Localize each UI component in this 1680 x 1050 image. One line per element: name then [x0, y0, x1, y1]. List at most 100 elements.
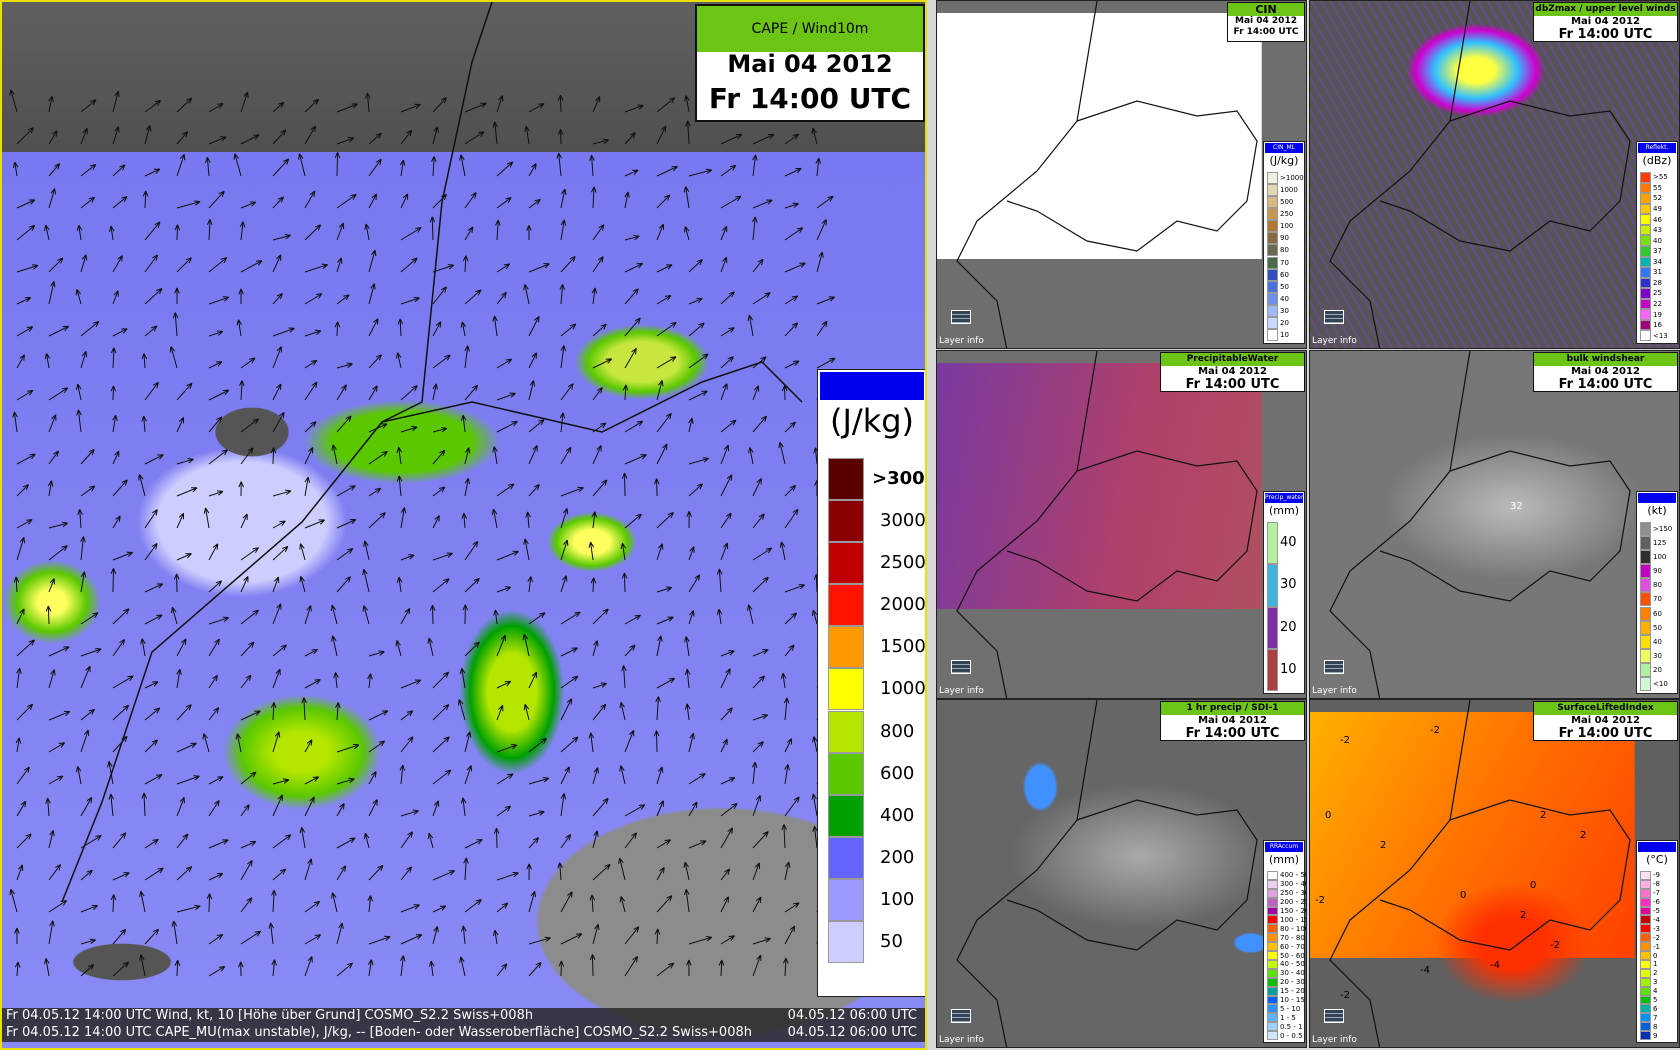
border — [592, 387, 603, 401]
legend-label: 25 — [1653, 289, 1662, 298]
layer-info[interactable]: Layer info — [1312, 336, 1357, 346]
border — [80, 254, 88, 273]
border — [16, 519, 33, 529]
border — [752, 292, 771, 305]
border — [656, 962, 675, 977]
border — [112, 872, 130, 881]
map-overlay — [956, 1, 1258, 348]
legend-swatch — [1640, 522, 1651, 537]
border — [368, 935, 391, 945]
border — [363, 832, 370, 849]
border — [208, 330, 224, 337]
legend-label: 15 - 20 — [1280, 987, 1305, 996]
map-label: 2 — [1520, 910, 1527, 921]
legend-swatch — [1267, 172, 1278, 185]
legend-swatch — [828, 542, 864, 585]
map-label: -2 — [1315, 895, 1325, 906]
border — [9, 888, 18, 913]
layer-info[interactable]: Layer info — [1312, 1035, 1357, 1045]
legend-label: 600 — [880, 762, 915, 784]
border — [716, 568, 723, 593]
border — [176, 153, 186, 177]
border — [45, 605, 52, 625]
border — [656, 380, 664, 401]
border — [239, 221, 246, 241]
border — [522, 633, 530, 657]
border — [400, 385, 418, 401]
legend-label: 50 — [880, 930, 903, 952]
layer-info[interactable]: Layer info — [1312, 686, 1357, 696]
legend-swatch — [1640, 871, 1651, 880]
border — [48, 163, 61, 177]
border — [336, 415, 352, 433]
border — [496, 263, 511, 273]
legend-label: 55 — [1653, 183, 1662, 192]
border — [432, 905, 447, 913]
legend-swatch — [828, 584, 864, 627]
border — [112, 255, 123, 273]
border — [144, 454, 164, 465]
border — [492, 121, 499, 145]
border — [48, 414, 57, 433]
border — [112, 704, 130, 721]
layer-info[interactable]: Layer info — [939, 336, 984, 346]
border — [431, 156, 437, 177]
border — [493, 609, 499, 625]
legend-label: 34 — [1653, 257, 1662, 266]
border — [272, 834, 292, 849]
side-map: CIN Mai 04 2012 Fr 14:00 UTC CIN_ML (J/kg) >1… — [936, 0, 1307, 349]
border — [656, 264, 673, 273]
border — [400, 934, 423, 945]
border — [48, 920, 55, 945]
panel-date: Mai 04 2012 — [1198, 366, 1267, 377]
border — [528, 198, 541, 209]
border — [720, 256, 728, 273]
legend-label: 500 — [1280, 198, 1294, 207]
border — [1379, 100, 1631, 252]
footer-left: Fr 04.05.12 14:00 UTC Wind, kt, 10 [Höhe… — [6, 1008, 534, 1023]
border — [176, 200, 201, 209]
border — [527, 576, 533, 593]
legend-label: 10 — [1280, 330, 1289, 339]
border — [688, 297, 703, 305]
border — [528, 163, 537, 177]
border — [304, 858, 313, 881]
border — [656, 443, 668, 465]
border — [622, 384, 629, 401]
border — [589, 894, 596, 913]
border — [624, 614, 641, 625]
border — [176, 866, 193, 881]
border — [464, 345, 470, 369]
border — [336, 222, 345, 241]
legend-label: 3000 — [880, 510, 926, 532]
border — [112, 961, 130, 977]
border — [592, 797, 609, 817]
map-label: -4 — [1420, 965, 1430, 976]
legend-label: 100 — [1280, 222, 1294, 231]
border — [304, 359, 318, 369]
border — [592, 96, 601, 113]
border — [272, 778, 290, 785]
border — [169, 346, 178, 369]
border — [688, 732, 695, 753]
map-label: -2 — [1550, 940, 1560, 951]
panel-date: Mai 04 2012 — [1571, 16, 1640, 27]
layer-info[interactable]: Layer info — [939, 1035, 984, 1045]
border — [272, 668, 281, 689]
border — [176, 97, 193, 113]
border — [363, 540, 370, 561]
border — [301, 697, 307, 721]
side-map: dbZmax / upper level winds Mai 04 2012 Fr … — [1309, 0, 1680, 349]
border — [16, 864, 24, 881]
border — [624, 729, 635, 753]
layer-info[interactable]: Layer info — [939, 686, 984, 696]
border — [720, 225, 728, 241]
border — [496, 704, 504, 721]
map-label: 0 — [1460, 890, 1467, 901]
border — [592, 323, 607, 337]
legend: (J/kg) >3000 3000 2500 2000 1500 1000 800 600 400… — [817, 369, 926, 997]
border — [240, 897, 253, 913]
border — [240, 447, 254, 465]
legend-swatch — [1640, 879, 1651, 889]
panel-time: Fr 14:00 UTC — [1185, 726, 1280, 741]
